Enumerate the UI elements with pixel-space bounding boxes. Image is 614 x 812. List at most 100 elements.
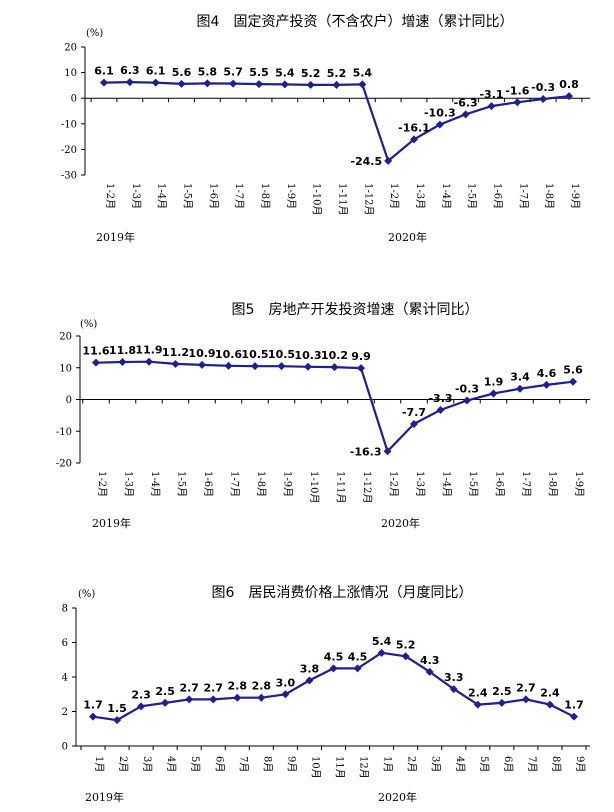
data-label: 11.6 — [82, 345, 109, 358]
data-point-marker — [513, 98, 522, 107]
data-point-marker — [118, 358, 127, 367]
data-point-marker — [224, 361, 233, 370]
y-tick-label: 0 — [62, 742, 68, 753]
y-tick-label: 20 — [59, 332, 72, 343]
chart-fixed-asset-investment: 图4 固定资产投资（不含农户）增速（累计同比） (%) 2019年 2020年 … — [0, 0, 614, 265]
data-label: 0.8 — [559, 78, 579, 91]
x-tick-label: 1-5月 — [466, 183, 478, 209]
x-tick-label: 4月 — [454, 756, 466, 772]
data-label: 5.2 — [396, 638, 416, 651]
data-label: 5.5 — [249, 66, 269, 79]
x-tick-label: 11月 — [334, 756, 346, 779]
data-point-marker — [209, 695, 218, 704]
x-tick-label: 1-4月 — [441, 471, 453, 497]
data-point-marker — [384, 156, 393, 165]
y-unit-label: (%) — [80, 319, 97, 330]
x-tick-label: 1-3月 — [414, 471, 426, 497]
x-tick-label: 7月 — [237, 756, 249, 772]
data-point-marker — [436, 405, 445, 414]
data-label: 5.8 — [198, 65, 218, 78]
data-point-marker — [161, 698, 170, 707]
x-tick-label: 1-5月 — [467, 471, 479, 497]
data-label: -6.3 — [454, 96, 478, 109]
data-point-marker — [229, 79, 238, 88]
y-tick-label: -10 — [56, 427, 72, 438]
x-tick-label: 1-9月 — [285, 183, 297, 209]
data-label: 11.2 — [162, 346, 189, 359]
data-label: 4.5 — [348, 650, 368, 663]
x-tick-label: 1-4月 — [440, 183, 452, 209]
data-point-marker — [410, 135, 418, 144]
data-label: 5.6 — [563, 364, 583, 377]
data-point-marker — [277, 362, 286, 371]
data-label: 5.2 — [327, 67, 347, 80]
x-tick-label: 1-6月 — [494, 471, 506, 497]
x-tick-label: 3月 — [141, 756, 153, 772]
data-point-marker — [449, 685, 458, 694]
data-point-marker — [145, 357, 153, 366]
chart-cpi: 图6 居民消费价格上涨情况（月度同比） (%) 2019年 2020年 8 6 4 2… — [0, 535, 614, 812]
data-label: 2.5 — [155, 685, 175, 698]
year-label-2020: 2020年 — [378, 790, 417, 804]
year-label-2019: 2019年 — [96, 230, 135, 244]
data-label: 1.7 — [564, 699, 584, 712]
data-point-marker — [358, 80, 367, 89]
data-point-marker — [565, 92, 573, 101]
x-tick-label: 1-7月 — [229, 471, 241, 497]
chart-title: 图5 房地产开发投资增速（累计同比） — [232, 302, 479, 318]
data-label: 3.3 — [444, 671, 464, 684]
y-tick-label: 8 — [62, 604, 68, 615]
data-point-marker — [304, 362, 312, 371]
y-tick-label: 0 — [71, 94, 77, 105]
y-tick-label: 4 — [62, 673, 68, 684]
data-label: 2.4 — [468, 687, 488, 700]
x-tick-label: 1-8月 — [547, 471, 559, 497]
data-label: 6.1 — [94, 65, 114, 78]
data-point-marker — [410, 419, 418, 428]
x-tick-label: 1-4月 — [149, 471, 161, 497]
chart-title: 图6 居民消费价格上涨情况（月度同比） — [212, 585, 473, 601]
y-tick-label: 20 — [64, 43, 77, 54]
y-tick-label: 6 — [62, 638, 68, 649]
data-point-marker — [487, 102, 496, 111]
data-label: 6.3 — [120, 64, 140, 77]
data-point-marker — [353, 664, 362, 673]
data-label: 2.5 — [492, 685, 512, 698]
data-label: -3.1 — [479, 88, 503, 101]
data-label: 1.5 — [107, 702, 127, 715]
year-label-2020: 2020年 — [388, 230, 427, 244]
data-point-marker — [570, 712, 578, 721]
data-point-marker — [401, 652, 410, 661]
data-label: -7.7 — [402, 406, 426, 419]
data-label: -10.3 — [424, 107, 456, 120]
data-label: 10.9 — [188, 347, 215, 360]
data-point-marker — [185, 695, 194, 704]
chart-real-estate-investment: 图5 房地产开发投资增速（累计同比） (%) 2019年 2020年 20 10 0… — [0, 265, 614, 535]
x-tick-label: 1-11月 — [335, 471, 347, 503]
data-point-marker — [281, 690, 290, 699]
data-point-marker — [329, 664, 338, 673]
x-tick-label: 1-12月 — [362, 183, 374, 215]
x-tick-label: 1-8月 — [255, 471, 267, 497]
data-label: 9.9 — [351, 350, 371, 363]
data-label: 5.6 — [172, 66, 192, 79]
data-point-marker — [92, 358, 100, 367]
x-tick-label: 9月 — [285, 756, 297, 772]
x-tick-label: 1-7月 — [520, 471, 532, 497]
x-tick-label: 1-2月 — [104, 183, 116, 209]
x-tick-label: 2月 — [406, 756, 418, 772]
x-tick-label: 1-7月 — [517, 183, 529, 209]
x-tick-label: 1-2月 — [388, 183, 400, 209]
chart-svg: 图4 固定资产投资（不含农户）增速（累计同比） (%) 2019年 2020年 … — [61, 13, 590, 244]
x-tick-label: 1-12月 — [361, 471, 373, 503]
data-label: 2.8 — [228, 680, 248, 693]
data-point-marker — [251, 362, 259, 371]
data-label: 11.8 — [109, 344, 136, 357]
data-label: 2.3 — [131, 688, 151, 701]
x-tick-label: 1-3月 — [130, 183, 142, 209]
x-tick-label: 1-4月 — [156, 183, 168, 209]
data-label: 10.5 — [268, 348, 295, 361]
x-tick-label: 1-7月 — [233, 183, 245, 209]
y-tick-label: 10 — [64, 68, 77, 79]
data-point-marker — [461, 110, 470, 119]
